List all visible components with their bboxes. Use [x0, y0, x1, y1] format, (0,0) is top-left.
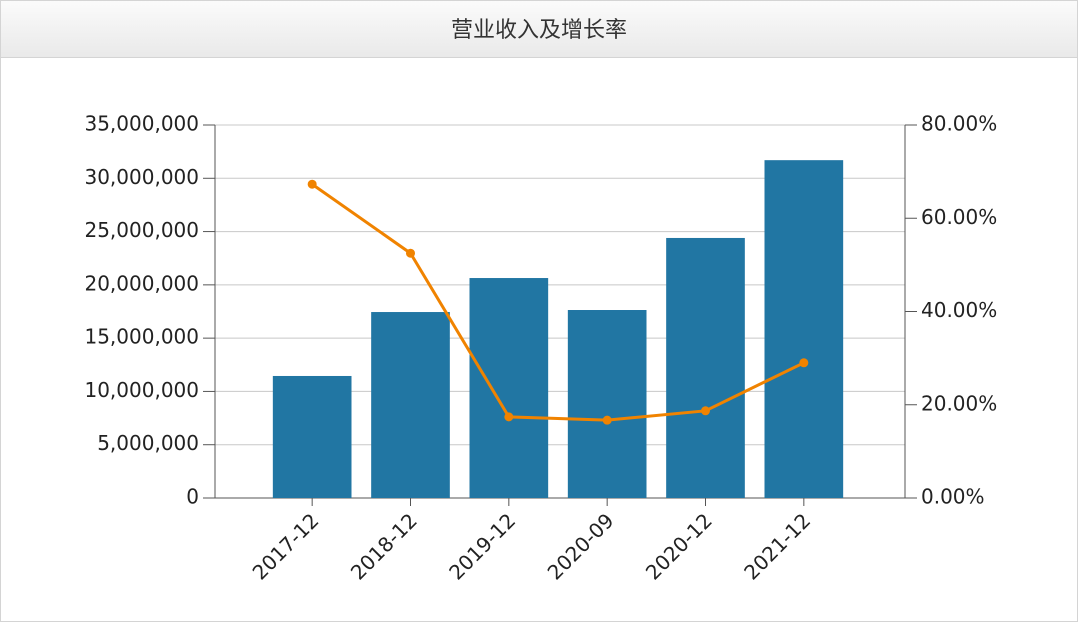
y-tick-label: 15,000,000	[84, 325, 199, 349]
y2-tick-label: 40.00%	[921, 298, 997, 322]
y-tick-label: 5,000,000	[97, 431, 199, 455]
point	[307, 179, 317, 189]
y-tick-label: 10,000,000	[84, 378, 199, 402]
y2-tick-label: 60.00%	[921, 205, 997, 229]
y-tick-label: 20,000,000	[84, 271, 199, 295]
bar	[371, 312, 450, 498]
bar	[272, 375, 352, 498]
point	[504, 412, 514, 422]
y-tick-label: 30,000,000	[84, 165, 199, 189]
bar	[469, 278, 549, 498]
point	[799, 358, 809, 368]
header	[0, 0, 1078, 58]
y-tick-label: 35,000,000	[84, 112, 199, 136]
y-tick-label: 25,000,000	[84, 218, 199, 242]
y2-tick-label: 0.00%	[921, 485, 985, 509]
point	[406, 248, 415, 258]
y2-tick-label: 20.00%	[921, 391, 997, 415]
bar	[666, 237, 745, 499]
y2-tick-label: 80.00%	[921, 112, 997, 136]
bar	[764, 160, 844, 498]
point	[701, 406, 710, 416]
point	[602, 415, 612, 425]
chart-title: 营业收入及增长率	[451, 18, 627, 43]
line	[311, 182, 805, 422]
y-tick-label: 0	[186, 485, 199, 509]
bar	[567, 310, 647, 498]
